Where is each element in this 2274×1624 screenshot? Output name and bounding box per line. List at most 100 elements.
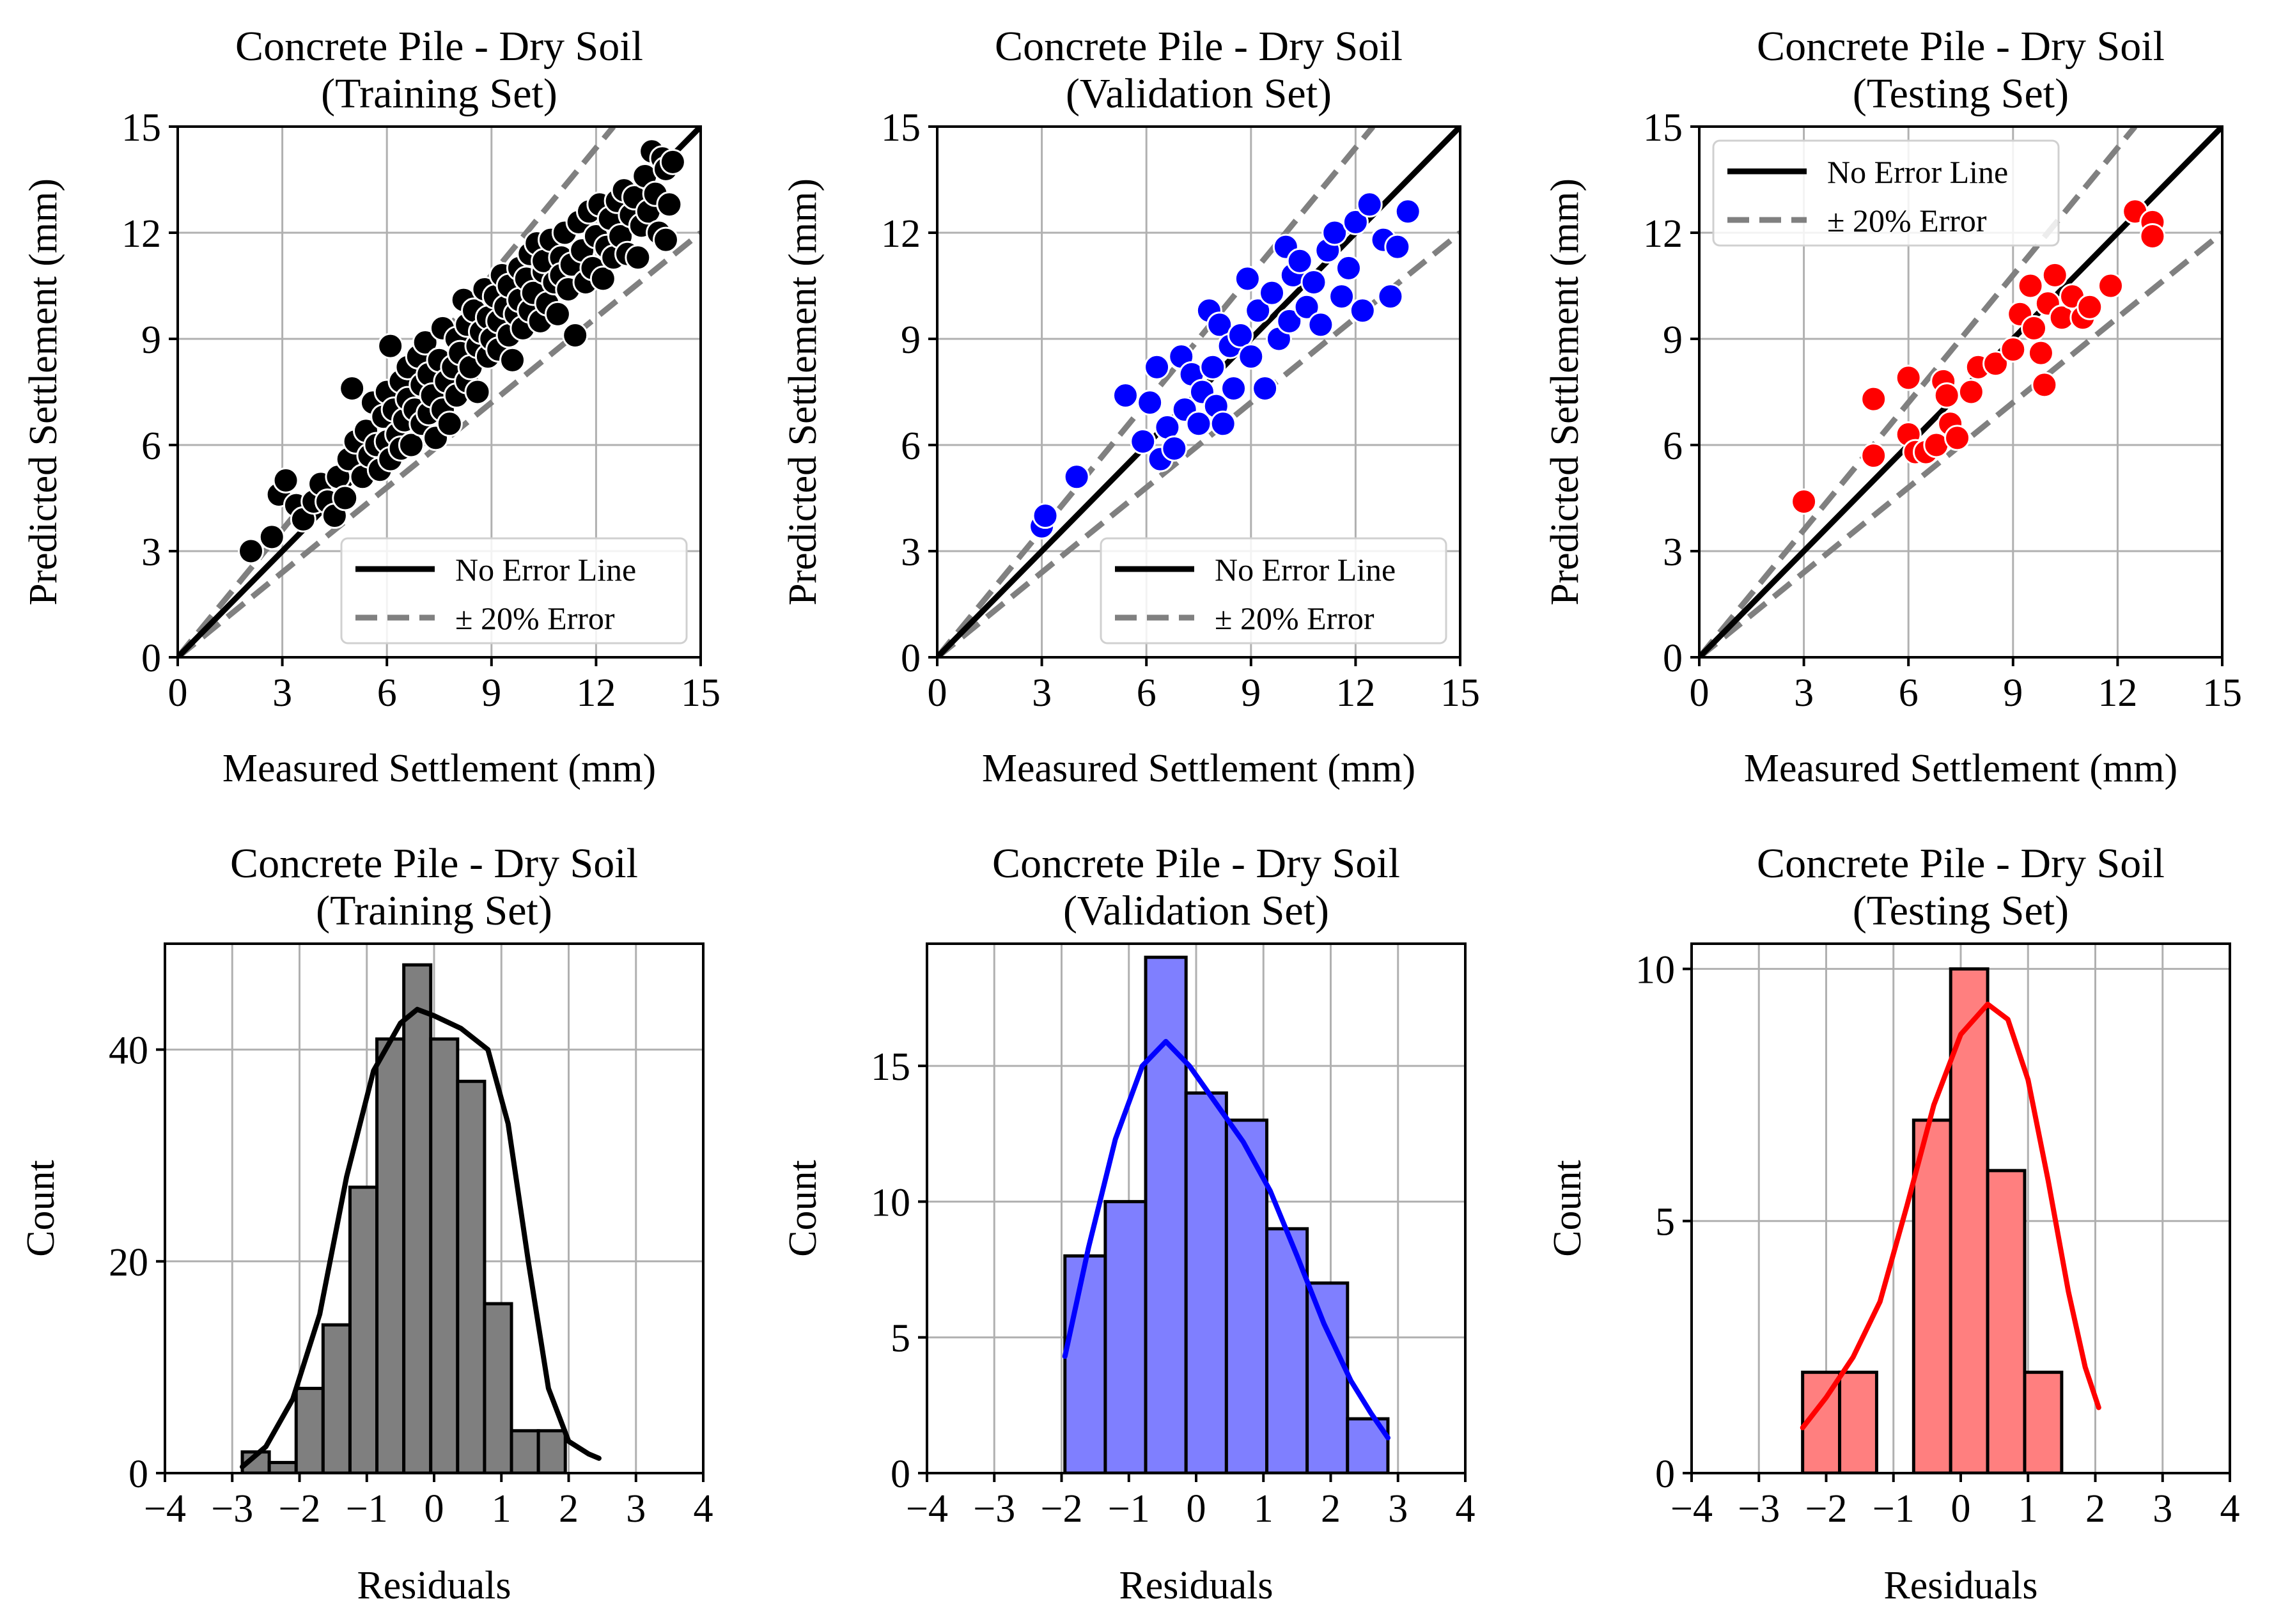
data-point bbox=[1349, 297, 1376, 324]
x-tick-label: 15 bbox=[2202, 671, 2242, 715]
x-tick-label: 3 bbox=[1388, 1487, 1408, 1531]
data-point bbox=[1286, 247, 1313, 274]
y-tick-label: 5 bbox=[891, 1317, 910, 1361]
y-tick-label: 0 bbox=[128, 1453, 148, 1496]
data-point bbox=[2021, 315, 2048, 341]
data-point bbox=[1130, 428, 1156, 455]
data-point bbox=[1210, 410, 1236, 437]
histogram-bar bbox=[1305, 1281, 1350, 1473]
y-tick-label: 6 bbox=[141, 425, 161, 468]
data-point bbox=[2139, 223, 2166, 250]
x-tick-label: 15 bbox=[681, 671, 720, 715]
y-tick-label: 0 bbox=[891, 1453, 910, 1496]
legend: No Error Line ± 20% Error bbox=[1100, 537, 1447, 644]
y-tick-label: 9 bbox=[141, 318, 161, 362]
data-point bbox=[1328, 283, 1355, 310]
data-point bbox=[2076, 293, 2103, 320]
y-tick-label: 6 bbox=[901, 425, 921, 468]
data-point bbox=[258, 524, 285, 550]
data-point bbox=[1958, 379, 1984, 405]
data-point bbox=[544, 301, 571, 327]
data-point bbox=[1032, 503, 1059, 529]
chart-subtitle: (Testing Set) bbox=[1853, 70, 2069, 117]
chart-title: Concrete Pile - Dry Soil bbox=[235, 23, 643, 70]
y-axis-label: Predicted Settlement (mm) bbox=[781, 178, 825, 605]
y-tick-label: 15 bbox=[871, 1045, 910, 1089]
data-point bbox=[377, 332, 404, 359]
data-point bbox=[1321, 219, 1348, 246]
x-tick-label: 3 bbox=[2153, 1487, 2172, 1531]
y-axis-label: Predicted Settlement (mm) bbox=[1543, 178, 1587, 605]
x-tick-label: 4 bbox=[2220, 1487, 2240, 1531]
y-tick-label: 12 bbox=[1643, 212, 1683, 256]
legend-label-no-error: No Error Line bbox=[1215, 552, 1396, 588]
data-point bbox=[656, 191, 683, 218]
data-point bbox=[1238, 343, 1265, 370]
data-point bbox=[1063, 464, 1090, 490]
data-point bbox=[412, 329, 439, 356]
histogram-testing-panel: −4 −3 −2 −1 0 1 2 3 4 0 5 10 Concrete Pile - Dry Soi… bbox=[1546, 840, 2240, 1607]
x-tick-label: 3 bbox=[626, 1487, 646, 1531]
x-axis-label: Measured Settlement (mm) bbox=[982, 747, 1415, 790]
data-point bbox=[2097, 272, 2124, 299]
legend-label-no-error: No Error Line bbox=[1827, 154, 2008, 190]
y-tick-label: 0 bbox=[1663, 637, 1683, 680]
histogram-bar bbox=[1144, 955, 1188, 1473]
histogram-bar bbox=[1986, 1169, 2027, 1473]
chart-subtitle: (Testing Set) bbox=[1853, 887, 2069, 934]
y-tick-label: 15 bbox=[881, 106, 921, 150]
axes-frame bbox=[176, 125, 702, 659]
y-tick-label: 12 bbox=[881, 212, 921, 256]
x-tick-label: 4 bbox=[694, 1487, 713, 1531]
scatter-training-panel: 0 3 6 9 12 15 0 3 6 9 12 15 Concrete Pile - Dry Soil… bbox=[22, 23, 720, 790]
data-point bbox=[1161, 435, 1188, 462]
kde-curve bbox=[240, 1006, 602, 1470]
data-point bbox=[1199, 354, 1226, 380]
data-point bbox=[1860, 442, 1887, 469]
axes-frame bbox=[936, 125, 1461, 659]
histogram-bar bbox=[2023, 1370, 2064, 1473]
data-point bbox=[1895, 364, 1922, 391]
y-axis-label: Predicted Settlement (mm) bbox=[22, 178, 65, 605]
x-tick-label: 1 bbox=[1254, 1487, 1273, 1531]
data-point bbox=[1227, 322, 1254, 348]
x-tick-label: 2 bbox=[559, 1487, 579, 1531]
data-point bbox=[1307, 311, 1334, 338]
data-point bbox=[1300, 269, 1327, 295]
data-point bbox=[1335, 254, 1362, 281]
histogram-bar bbox=[1184, 1091, 1228, 1473]
x-tick-label: 9 bbox=[2003, 671, 2023, 715]
histogram-bar bbox=[429, 1037, 460, 1473]
histogram-bar bbox=[1063, 1254, 1107, 1473]
histogram-bar bbox=[1224, 1118, 1269, 1473]
kde-curve bbox=[1800, 1001, 2101, 1430]
chart-title: Concrete Pile - Dry Soil bbox=[1757, 840, 2165, 887]
data-point bbox=[499, 347, 526, 373]
x-tick-label: 3 bbox=[1794, 671, 1814, 715]
data-point bbox=[1384, 233, 1411, 260]
data-point bbox=[1252, 375, 1279, 402]
data-point bbox=[1933, 382, 1960, 409]
data-point bbox=[562, 322, 589, 348]
chart-subtitle: (Validation Set) bbox=[1063, 887, 1329, 934]
y-tick-label: 40 bbox=[109, 1029, 148, 1073]
x-axis-label: Measured Settlement (mm) bbox=[1744, 747, 2177, 790]
plot-data bbox=[1062, 955, 1390, 1473]
histogram-bar bbox=[510, 1429, 540, 1473]
y-tick-label: 0 bbox=[901, 637, 921, 680]
data-point bbox=[1342, 208, 1369, 235]
x-tick-label: 9 bbox=[481, 671, 501, 715]
chart-title: Concrete Pile - Dry Soil bbox=[1757, 23, 2165, 70]
y-tick-label: 0 bbox=[141, 637, 161, 680]
legend-label-error-band: ± 20% Error bbox=[455, 600, 615, 636]
x-tick-label: 15 bbox=[1440, 671, 1480, 715]
legend: No Error Line ± 20% Error bbox=[340, 537, 688, 644]
data-point bbox=[652, 226, 679, 253]
data-point bbox=[1245, 297, 1272, 324]
x-axis-label: Residuals bbox=[1119, 1564, 1273, 1607]
data-point bbox=[659, 148, 686, 175]
x-tick-label: 4 bbox=[1456, 1487, 1476, 1531]
y-tick-label: 15 bbox=[121, 106, 161, 150]
histogram-bar bbox=[402, 963, 433, 1473]
